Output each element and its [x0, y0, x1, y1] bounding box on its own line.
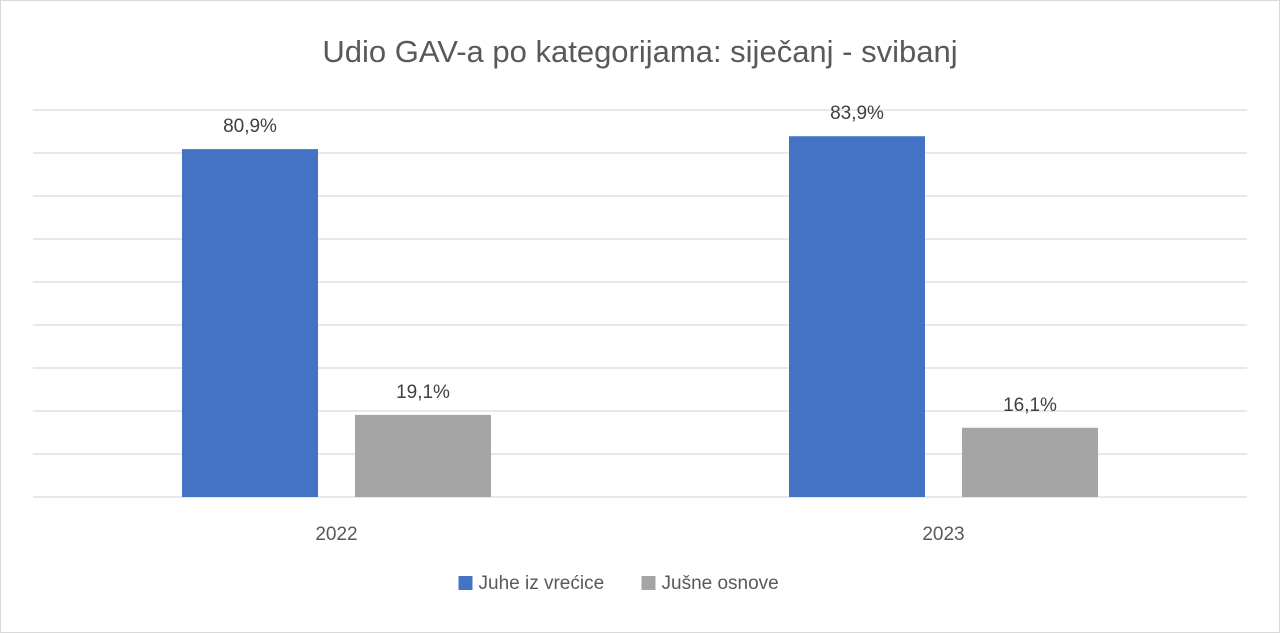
legend-label: Juhe iz vrećice [479, 573, 605, 594]
data-label: 83,9% [830, 103, 884, 124]
legend: Juhe iz vrećice Jušne osnove [458, 573, 779, 594]
bar-2023-series-2 [962, 427, 1098, 497]
bars [182, 136, 1098, 498]
data-label: 19,1% [396, 382, 450, 403]
bar-2022-series-2 [355, 414, 491, 497]
data-labels: 80,9% 19,1% 83,9% 16,1% [223, 103, 1057, 416]
x-axis-ticks: 2022 2023 [315, 524, 964, 545]
legend-swatch [641, 576, 656, 590]
data-label: 16,1% [1003, 395, 1057, 416]
chart-title: Udio GAV-a po kategorijama: siječanj - s… [322, 34, 957, 69]
x-tick-label: 2022 [315, 524, 357, 545]
legend-item: Jušne osnove [641, 573, 779, 594]
bar-2023-series-1 [789, 136, 925, 498]
x-tick-label: 2023 [922, 524, 964, 545]
data-label: 80,9% [223, 116, 277, 137]
bar-2022-series-1 [182, 149, 318, 497]
legend-label: Jušne osnove [662, 573, 779, 594]
legend-item: Juhe iz vrećice [458, 573, 605, 594]
legend-swatch [458, 576, 473, 590]
